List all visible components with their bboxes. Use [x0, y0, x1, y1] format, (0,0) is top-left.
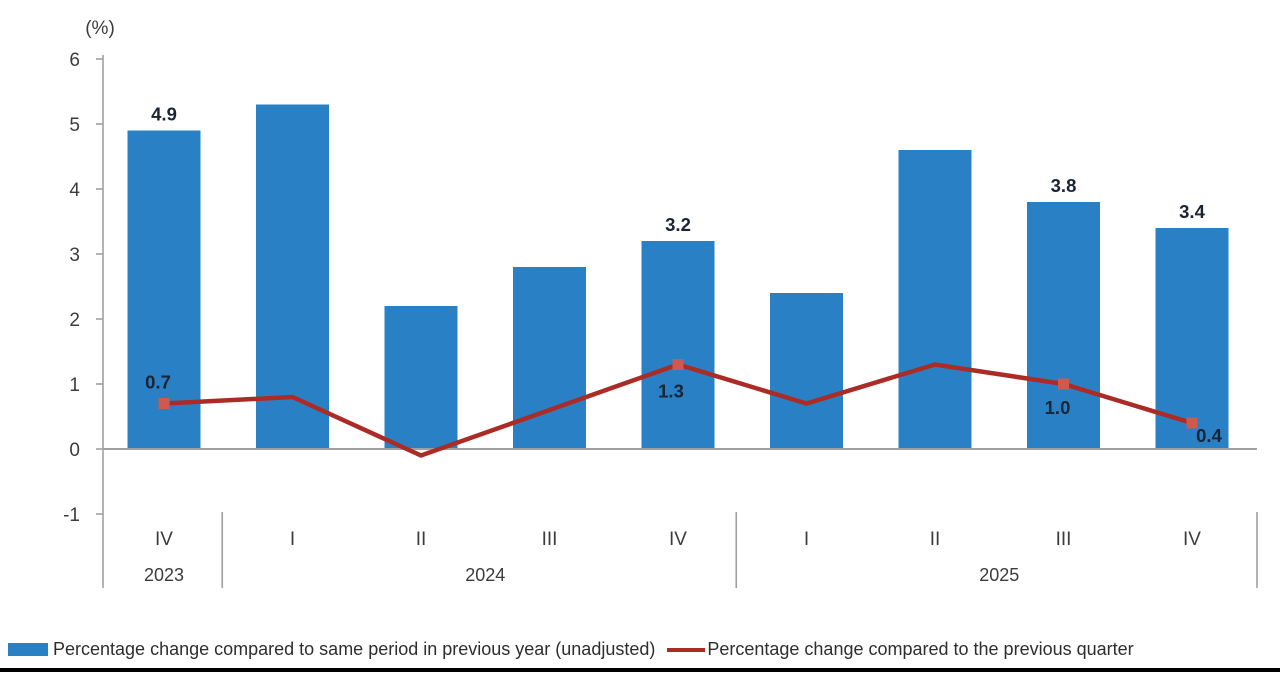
line-marker [158, 398, 170, 409]
x-quarter-label: II [416, 529, 427, 550]
x-quarter-label: II [930, 529, 941, 550]
y-tick-label: 1 [69, 375, 80, 396]
line-value-label: 1.3 [658, 381, 684, 402]
x-year-label: 2024 [465, 565, 505, 585]
y-tick-label: 3 [69, 245, 80, 266]
line-value-label: 0.7 [145, 372, 171, 393]
bar-quarter-2 [384, 306, 458, 449]
legend-item-line-series: Percentage change compared to the previo… [655, 639, 1134, 660]
bar-quarter-8 [1155, 228, 1229, 449]
y-tick-label: 0 [69, 440, 80, 461]
bar-quarter-6 [898, 150, 972, 449]
legend-label-line-series: Percentage change compared to the previo… [707, 639, 1134, 659]
line-series [158, 359, 1198, 458]
x-quarter-label: IV [1183, 529, 1201, 550]
line-marker [1058, 378, 1069, 390]
bottom-border-rule [0, 668, 1280, 672]
bar-quarter-4 [641, 241, 715, 449]
bar-quarter-5 [770, 293, 843, 449]
y-tick-label: 4 [69, 180, 80, 201]
legend: Percentage change compared to same perio… [8, 639, 1276, 660]
line-series-swatch [667, 647, 706, 652]
x-year-label: 2025 [979, 565, 1019, 585]
bar-quarter-0 [127, 130, 201, 449]
x-quarter-label: I [290, 529, 295, 550]
y-axis-unit-label: (%) [85, 18, 115, 39]
line-value-label: 1.0 [1045, 397, 1071, 418]
line-marker [1186, 417, 1198, 429]
bar-quarter-7 [1027, 202, 1100, 449]
x-quarter-label: III [542, 529, 558, 550]
bar-quarter-3 [513, 267, 586, 449]
data-labels: 4.9 3.2 3.8 3.4 0.7 1.3 1.0 0.4 [145, 104, 1222, 447]
y-tick-label: 5 [69, 115, 80, 136]
bar-value-label: 3.4 [1179, 201, 1205, 222]
legend-label-bar-series: Percentage change compared to same perio… [53, 639, 656, 659]
bar-value-label: 3.8 [1051, 175, 1077, 196]
bar-series [127, 104, 1229, 449]
y-tick-label: -1 [63, 505, 80, 526]
legend-item-bar-series: Percentage change compared to same perio… [8, 639, 655, 660]
bar-series-swatch [8, 643, 48, 656]
bar-value-label: 3.2 [665, 214, 691, 235]
x-quarter-label: I [804, 529, 809, 550]
x-quarter-label: IV [155, 529, 173, 550]
y-tick-label: 6 [69, 50, 80, 71]
x-quarter-label: IV [669, 529, 687, 550]
bar-quarter-1 [256, 104, 329, 449]
x-year-label: 2023 [144, 565, 184, 585]
bar-value-label: 4.9 [151, 104, 177, 125]
line-marker [672, 359, 684, 370]
x-quarter-label: III [1056, 529, 1072, 550]
line-value-label: 0.4 [1196, 425, 1222, 446]
y-tick-label: 2 [69, 310, 80, 331]
